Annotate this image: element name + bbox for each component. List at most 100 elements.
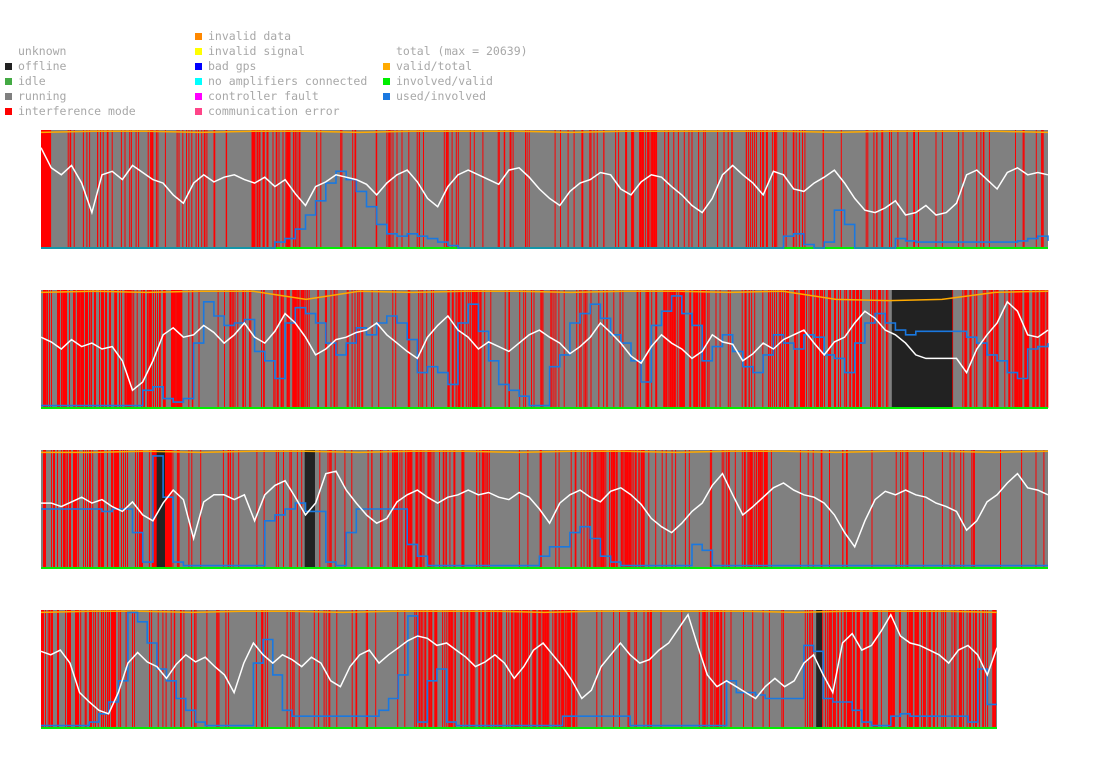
interference-bar [590,290,592,408]
interference-bar [983,130,985,248]
interference-bar [512,130,514,248]
interference-bar [341,130,343,248]
interference-bar [140,450,142,568]
interference-bar [463,450,465,568]
interference-bar [570,450,572,568]
interference-bar [802,130,803,248]
interference-bar [992,610,995,728]
interference-bar [73,290,74,408]
interference-bar [820,290,821,408]
interference-bar [316,130,318,248]
interference-bar [49,130,51,248]
interference-bar [431,290,432,408]
interference-bar [95,290,96,408]
interference-bar [479,450,481,568]
interference-bar [163,290,165,408]
interference-bar [840,290,841,408]
interference-bar [459,290,461,408]
offline-block [156,450,165,568]
interference-bar [973,450,975,568]
interference-bar [684,450,686,568]
interference-bar [274,290,276,408]
interference-bar [294,290,296,408]
interference-bar [822,290,823,408]
interference-bar [581,130,583,248]
interference-bar [858,610,860,728]
interference-bar [177,290,179,408]
interference-bar [618,130,620,248]
interference-bar [429,450,431,568]
interference-bar [890,610,892,728]
interference-bar [864,610,865,728]
interference-bar [451,290,454,408]
interference-bar [653,130,656,248]
interference-bar [375,130,377,248]
interference-bar [870,290,871,408]
interference-bar [865,130,867,248]
interference-bar [972,610,974,728]
interference-bar [283,450,284,568]
interference-bar [745,130,747,248]
interference-bar [479,290,481,408]
interference-bar [295,290,296,408]
interference-bar [849,290,851,408]
interference-bar [419,610,421,728]
interference-bar [872,290,873,408]
interference-bar [560,610,562,728]
interference-bar [224,290,225,408]
interference-bar [85,290,87,408]
interference-bar [421,450,423,568]
interference-bar [829,610,831,728]
interference-bar [432,290,434,408]
interference-bar [460,610,463,728]
interference-bar [633,130,635,248]
interference-bar [490,290,492,408]
interference-bar [546,610,549,728]
interference-bar [838,290,839,408]
interference-bar [509,130,511,248]
interference-bar [365,610,367,728]
interference-bar [783,130,785,248]
interference-bar [195,130,197,248]
interference-bar [329,610,331,728]
interference-bar [624,450,626,568]
interference-bar [176,450,178,568]
interference-bar [194,610,196,728]
interference-bar [390,130,392,248]
interference-bar [157,130,159,248]
interference-bar [295,130,297,248]
interference-bar [753,450,755,568]
interference-bar [852,610,855,728]
interference-bar [734,450,736,568]
interference-bar [757,450,760,568]
interference-bar [428,610,431,728]
interference-bar [951,610,953,728]
interference-bar [46,290,48,408]
interference-bar [528,130,530,248]
interference-bar [824,610,826,728]
legend-label-interference-mode: interference mode [18,104,136,118]
interference-bar [367,610,368,728]
interference-bar [1004,290,1006,408]
interference-bar [320,130,322,248]
interference-bar [77,610,79,728]
interference-bar [201,130,203,248]
interference-bar [465,290,467,408]
interference-bar [752,610,754,728]
interference-bar [620,450,623,568]
interference-bar [455,130,457,248]
interference-bar [43,290,45,408]
interference-bar [293,610,295,728]
interference-bar [138,130,140,248]
interference-bar [439,450,440,568]
interference-bar [180,610,182,728]
strip-panel-2 [40,290,1049,409]
interference-bar [494,610,497,728]
interference-bar [916,610,918,728]
interference-bar [927,610,929,728]
interference-bar [340,130,342,248]
interference-bar [525,290,527,408]
legend-label-running: running [18,89,67,103]
interference-bar [386,130,388,248]
running-background [41,450,1048,568]
